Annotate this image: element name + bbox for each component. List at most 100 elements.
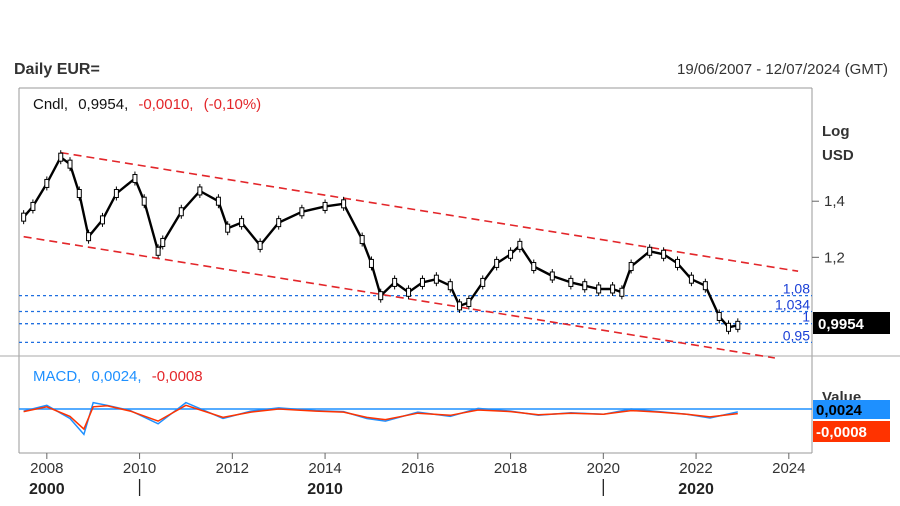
candle-body [132,174,138,184]
decade-label: 2000 [29,481,65,498]
candle-body [368,258,374,268]
last-value-badge-bg [813,312,890,334]
candle-body [480,277,486,287]
candle-body [419,277,425,287]
candle-body [378,291,384,301]
decade-label: 2010 [307,481,343,498]
x-tick-label: 2018 [494,460,527,477]
candle-body [341,199,347,209]
candle-body [141,196,147,206]
trend-line-upper [60,151,799,273]
candle-body [447,281,453,291]
candle-body [582,281,588,291]
candle-body [178,207,184,217]
candle-body [688,274,694,284]
candle-body [735,320,741,330]
legend-change-pct: (-0,10%) [204,96,262,113]
legend-last: 0,9954, [78,96,128,113]
candle-body [531,262,537,272]
macd-badge: 0,0024 [816,402,863,419]
legend-prefix: Cndl, [33,96,68,113]
date-range: 19/06/2007 - 12/07/2024 (GMT) [677,61,888,78]
legend-change: -0,0010, [138,96,193,113]
candle-body [276,218,282,228]
signal-badge: -0,0008 [816,424,867,441]
candle-body [322,201,328,211]
x-tick-label: 2008 [30,460,63,477]
macd-legend-value: 0,0024, [92,368,142,385]
candle-body [392,277,398,287]
candle-body [58,152,64,162]
candle-body [675,258,681,268]
level-label: 0,95 [783,327,810,343]
candle-body [197,186,203,196]
decade-label: 2020 [678,481,714,498]
candle-body [726,322,732,332]
x-tick-label: 2022 [679,460,712,477]
candle-body [549,271,555,281]
candle-body [568,277,574,287]
candle-body [86,232,92,242]
y-axis-title-usd: USD [822,147,854,164]
x-tick-label: 2024 [772,460,805,477]
price-axis-ticks: 1,4 1,2 [812,193,845,266]
candle-body [647,246,653,256]
candle-body [299,207,305,217]
macd-legend-signal: -0,0008 [152,368,203,385]
candle-body [716,311,722,321]
candle-body [21,212,27,222]
decade-labels: 2000 2010 2020 [29,479,714,498]
x-tick-label: 2012 [216,460,249,477]
candle-body [702,281,708,291]
candle-body [225,223,231,233]
x-tick-label: 2016 [401,460,434,477]
candle-series [21,150,741,335]
last-value-badge: 0,9954 [818,316,865,333]
candle-body [67,159,73,169]
level-label: 1,08 [783,281,810,297]
candle-body [99,215,105,225]
candle-body [661,249,667,259]
candle-body [257,240,263,250]
macd-badge-bg [813,400,890,419]
trend-channel [23,151,799,359]
y-axis-title-log: Log [822,123,850,140]
x-tick-label: 2020 [587,460,620,477]
macd-legend: MACD, 0,0024, -0,0008 [33,368,203,385]
macd-legend-prefix: MACD, [33,368,81,385]
candle-body [508,249,514,259]
candle-body [596,284,602,294]
candle-body [160,237,166,247]
candle-body [406,287,412,297]
price-tick-label: 1,4 [824,193,845,210]
trend-line-lower [23,235,776,359]
candle-body [155,246,161,256]
candle-body [215,196,221,206]
candle-body [457,301,463,311]
candle-body [239,218,245,228]
signal-line [23,404,738,431]
candle-body [359,235,365,245]
candle-body [466,297,472,307]
candle-body [619,287,625,297]
candle-body [76,188,82,198]
candle-body [610,284,616,294]
x-axis-ticks: 2008 2010 2012 2014 2016 2018 2020 2022 2024 [30,453,806,477]
signal-badge-bg [813,421,890,442]
macd-series [23,401,738,436]
candle-body [113,188,119,198]
level-label: 1 [802,309,810,325]
chart-title: Daily EUR= [14,61,100,78]
candle-body [494,258,500,268]
level-label: 1,034 [775,297,810,313]
candle-body [44,178,50,188]
candle-body [433,274,439,284]
price-legend: Cndl, 0,9954, -0,0010, (-0,10%) [33,96,261,113]
x-tick-label: 2010 [123,460,156,477]
x-tick-label: 2014 [308,460,341,477]
candle-body [517,240,523,250]
candle-body [628,262,634,272]
price-tick-label: 1,2 [824,249,845,266]
